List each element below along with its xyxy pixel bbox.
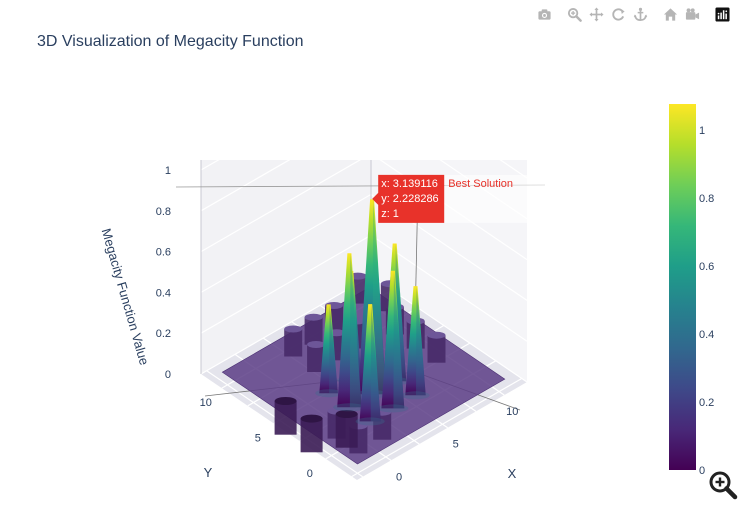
y-axis-title: Y [204,465,213,480]
surface-peak-shade [393,270,405,409]
z-tick-label: 0 [165,369,171,381]
surface-peak [359,304,381,422]
surface-cylinder [307,344,326,372]
surface-well-opening [335,410,358,418]
surface-peak-base [315,389,342,398]
colorbar-tick-label: 0 [699,465,705,477]
colorbar-tick-label: 0.6 [699,261,714,273]
colorbar-tick-label: 0.4 [699,329,714,341]
camera-icon [537,8,551,20]
floor-grid-line [351,377,523,477]
x-axis-title: X [508,466,517,481]
surface-peak-shade [370,304,381,422]
hover-series-name: Best Solution [448,178,513,190]
z-tick-label: 0.2 [156,328,171,340]
y-tick-label: 10 [200,397,212,409]
wall-grid-line [200,152,528,261]
plotly-logo-icon [714,6,730,22]
pan-button[interactable] [586,5,606,23]
y-tick-label: 5 [255,433,261,445]
camera-button[interactable] [534,5,554,23]
modebar [534,5,732,23]
surface-cylinder-top [304,313,323,321]
surface-well-opening [274,397,297,405]
z-tick-label: 1 [165,165,171,177]
colorbar-labels: 0 0.2 0.4 0.6 0.8 1 [699,125,714,477]
colorbar-tick-label: 0.8 [699,193,714,205]
surface [221,199,506,465]
hover-tooltip-box [372,174,445,223]
zoom-button[interactable] [564,5,584,23]
surface-cylinder [427,335,446,363]
surface-peak-shade [329,304,338,394]
surface-well [274,401,297,435]
video-camera-button[interactable] [682,5,702,23]
hover-value: y: 2.228286 [381,193,439,205]
zoom-icon [567,7,582,22]
surface-cylinder-top [307,341,326,348]
z-tick-label: 0.8 [156,206,171,218]
surface-peak-base [401,391,430,400]
orbit-rotation-button[interactable] [608,5,628,23]
z-axis-title: Megacity Function Value [99,227,152,367]
colorbar-tick-label: 0.2 [699,397,714,409]
pan-icon [588,6,604,22]
colorbar [669,104,696,470]
surface-peak [358,199,387,395]
y-tick-label: 0 [307,468,313,480]
best-solution-hover: x: 3.139116 y: 2.228286 z: 1 Best Solution [372,174,591,223]
surface-well [335,414,358,448]
surface-well [300,418,323,453]
home-icon [663,7,677,21]
turntable-rotation-icon [633,7,647,21]
surface-peak-shade [349,253,362,408]
chart-title: 3D Visualization of Megacity Function [37,33,304,50]
orbit-rotation-icon [611,7,625,21]
colorbar-tick-label: 1 [699,125,705,137]
hover-text: x: 3.139116 y: 2.228286 z: 1 [381,178,439,220]
hover-value: z: 1 [381,208,399,220]
plotly-logo-button[interactable] [712,5,732,23]
surface-peak [337,253,362,408]
surface-peak-base [377,404,409,413]
surface-cylinder [284,329,303,357]
surface-cylinder-top [284,325,303,333]
x-tick-label: 0 [396,471,402,483]
hover-value: x: 3.139116 [381,178,438,190]
x-tick-label: 10 [506,406,518,418]
wall-grid-line [200,71,528,179]
back-wall-left [201,160,371,374]
x-tick-label: 5 [453,439,459,451]
surface-well-opening [300,414,323,423]
z-tick-label: 0.4 [156,287,171,299]
video-camera-icon [685,7,699,20]
turntable-rotation-button[interactable] [630,5,650,23]
z-tick-label: 0.6 [156,247,171,259]
surface-cylinder-top [427,331,446,339]
zoom-in-cursor-icon [709,471,738,500]
surface-peak [319,304,338,394]
surface-peak-shade [416,286,426,396]
surface-peak-shade [372,199,387,395]
surface-peak [381,270,405,409]
surface-cylinder [304,317,323,345]
surface-peak-base [355,417,385,426]
surface-peak-base [333,403,366,412]
home-button[interactable] [660,5,680,23]
surface-peak [405,286,426,396]
hover-name-box [444,174,591,223]
